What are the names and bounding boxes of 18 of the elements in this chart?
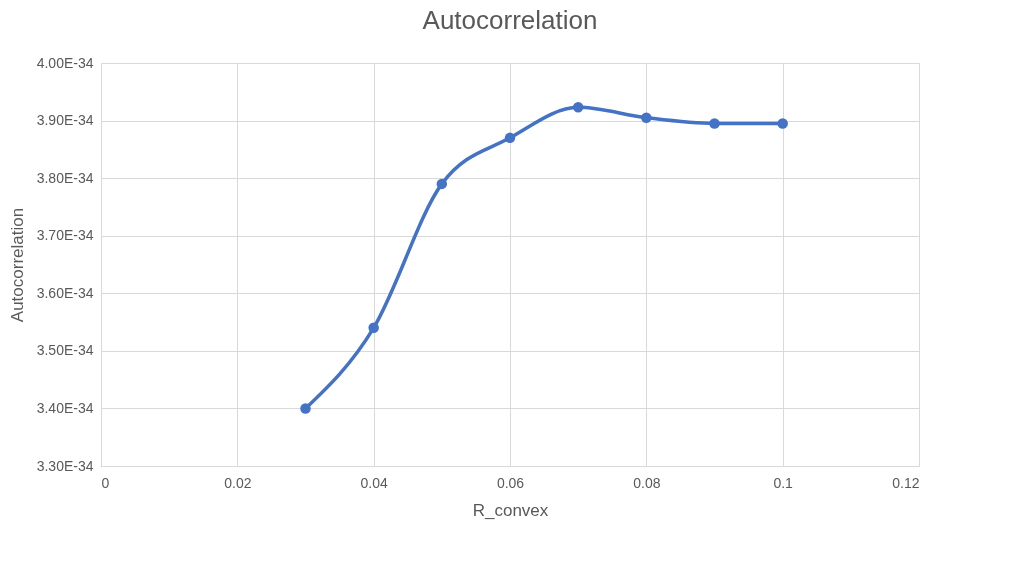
x-tick-label: 0.08 [633,474,661,491]
x-tick-label: 0.02 [224,474,252,491]
y-tick-label: 3.60E-34 [36,284,94,301]
x-tick-label: 0.04 [360,474,388,491]
x-axis-title: R_convex [472,500,549,520]
x-tick-label: 0.1 [773,474,794,491]
y-tick-label: 4.00E-34 [36,54,94,71]
y-tick-label: 3.90E-34 [36,112,94,129]
y-tick-label: 3.50E-34 [36,342,94,359]
x-tick-label: 0 [101,474,110,491]
chart-title: Autocorrelation [422,5,598,35]
x-tick-label: 0.12 [892,474,920,491]
y-tick-label: 3.30E-34 [36,457,94,474]
y-axis-title: Autocorrelation [7,207,27,323]
x-tick-label: 0.06 [496,474,525,491]
y-tick-label: 3.70E-34 [36,227,94,244]
y-tick-label: 3.40E-34 [36,399,94,416]
y-tick-label: 3.80E-34 [36,169,94,186]
